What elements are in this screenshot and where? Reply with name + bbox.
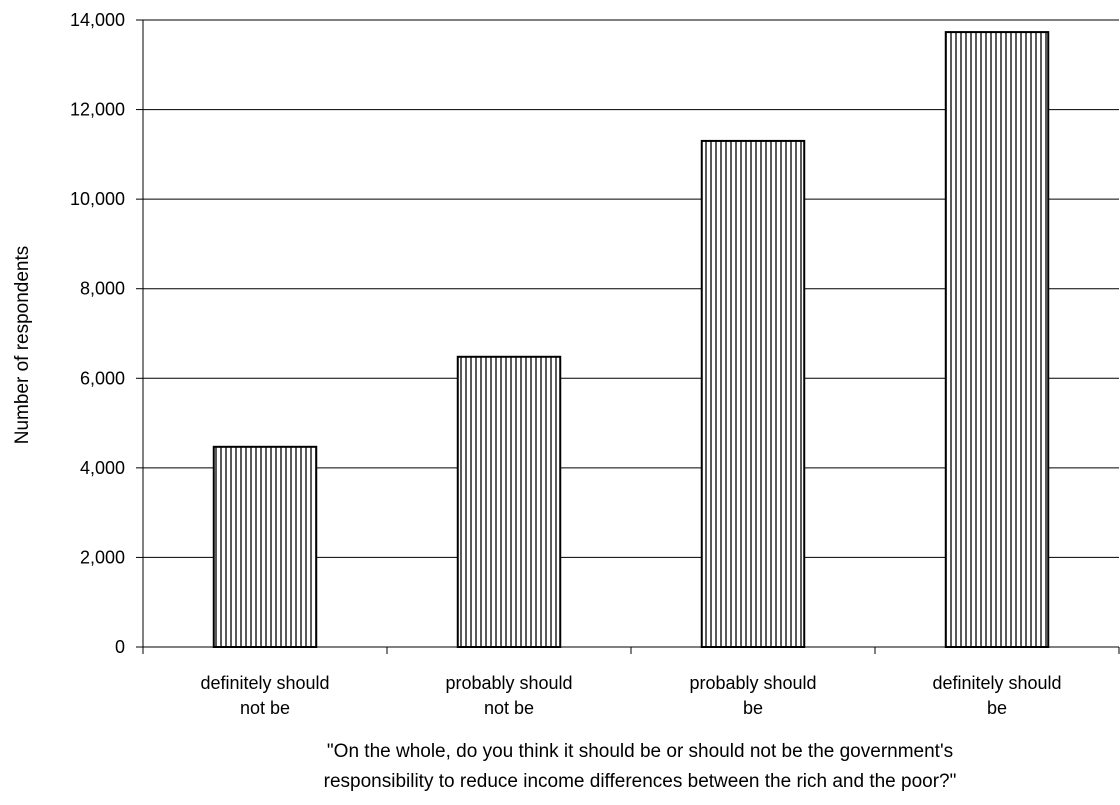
bar: [456, 355, 562, 648]
y-tick-label: 14,000: [70, 10, 125, 30]
y-tick-label: 0: [115, 637, 125, 657]
y-tick-label: 10,000: [70, 189, 125, 209]
bar: [944, 31, 1050, 648]
y-tick-label: 2,000: [80, 547, 125, 567]
y-tick-label: 6,000: [80, 368, 125, 388]
x-category-label: probably should not be: [445, 673, 572, 718]
y-axis-title: Number of respondents: [12, 246, 33, 445]
x-axis-title: "On the whole, do you think it should be…: [324, 741, 957, 792]
y-tick-label: 4,000: [80, 458, 125, 478]
x-category-labels: definitely should not be probably should no…: [200, 673, 1061, 718]
x-category-label: definitely should not be: [200, 673, 329, 718]
bars: [212, 31, 1050, 649]
bar: [212, 445, 318, 648]
y-tick-labels: 0 2,000 4,000 6,000 8,000 10,000 12,000 14,000: [70, 10, 125, 657]
x-category-label: definitely should be: [932, 673, 1061, 718]
x-category-label: probably should be: [689, 673, 816, 718]
bar: [700, 139, 806, 649]
axes: [136, 19, 1120, 654]
y-tick-label: 8,000: [80, 279, 125, 299]
y-tick-label: 12,000: [70, 100, 125, 120]
x-axis-title-text: "On the whole, do you think it should be…: [324, 741, 957, 792]
